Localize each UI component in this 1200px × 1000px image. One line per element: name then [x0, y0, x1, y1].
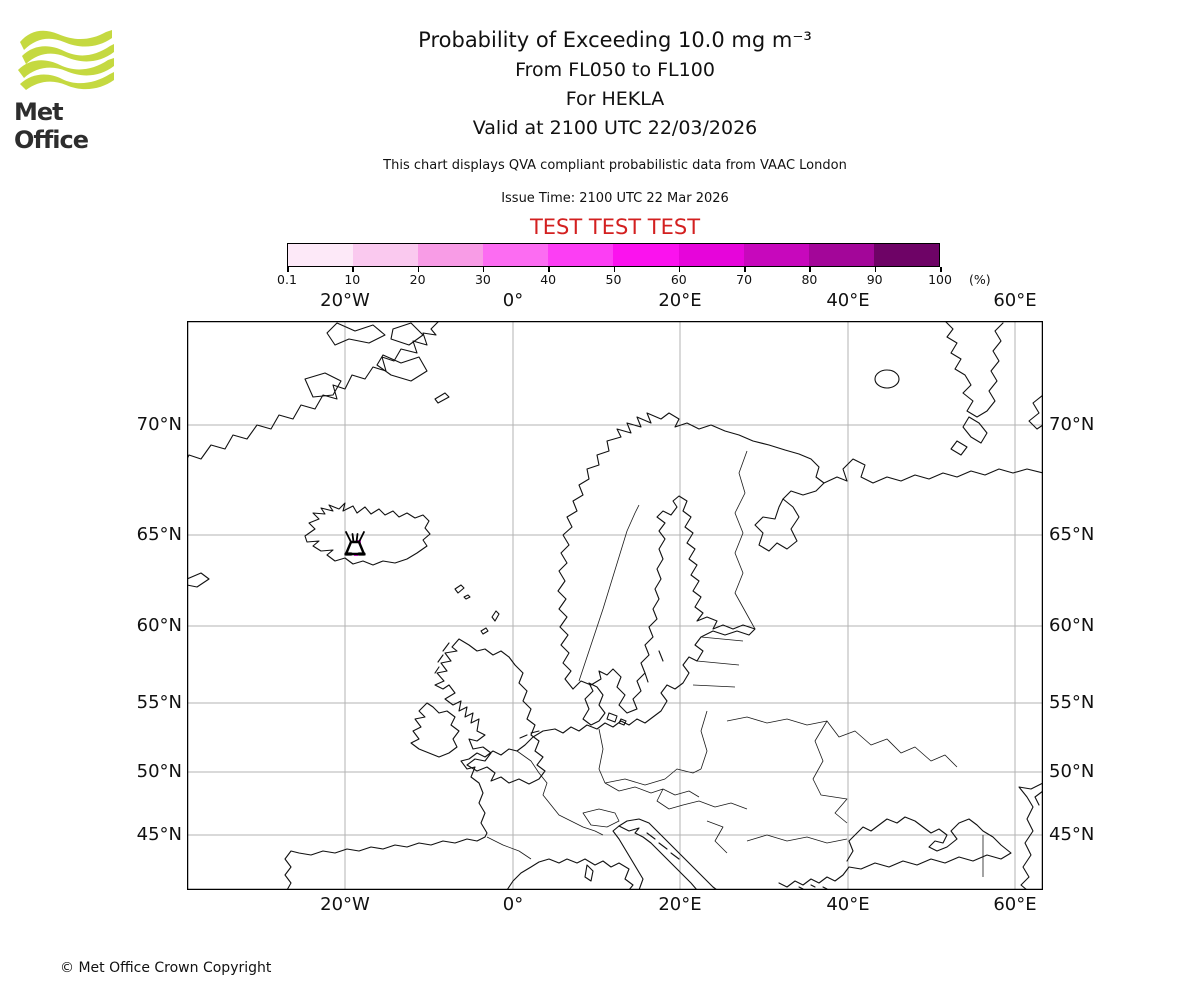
- colorbar-segment-2: [418, 244, 484, 266]
- colorbar-tick-6: [678, 267, 681, 272]
- lon-label-bottom-0: 0°: [502, 894, 524, 915]
- lat-label-left-55n: 55°N: [136, 692, 182, 713]
- colorbar-unit-label: (%): [969, 272, 991, 287]
- colorbar-tick-label-30: 30: [474, 272, 491, 287]
- lat-label-left-70n: 70°N: [136, 414, 182, 435]
- colorbar-tick-label-40: 40: [540, 272, 557, 287]
- colorbar-tick-label-100: 100: [928, 272, 952, 287]
- colorbar-tick-9: [874, 267, 877, 272]
- qva-disclaimer-text: This chart displays QVA compliant probab…: [383, 158, 847, 173]
- lat-label-right-65n: 65°N: [1049, 524, 1095, 545]
- colorbar-tick-labels: (%) 0.1 10 20 30 40 50 60 70 80 90 100: [277, 267, 991, 293]
- met-office-logo-text: Met Office: [14, 98, 89, 154]
- issue-time-text: Issue Time: 2100 UTC 22 Mar 2026: [501, 191, 729, 206]
- colorbar-tick-label-60: 60: [670, 272, 687, 287]
- lat-label-left-60n: 60°N: [136, 615, 182, 636]
- lon-label-bottom-20w: 20°W: [320, 894, 370, 915]
- colorbar-tick-label-50: 50: [605, 272, 622, 287]
- copyright-text: © Met Office Crown Copyright: [60, 960, 272, 976]
- colorbar-tick-label-80: 80: [801, 272, 818, 287]
- chart-subtitle-flight-levels: From FL050 to FL100: [515, 59, 715, 81]
- lat-label-right-60n: 60°N: [1049, 615, 1095, 636]
- lon-label-top-60e: 60°E: [993, 290, 1037, 311]
- colorbar-tick-7: [744, 267, 746, 272]
- colorbar-segment-4: [548, 244, 614, 266]
- lon-label-top-0: 0°: [502, 290, 524, 311]
- lon-label-bottom-40e: 40°E: [826, 894, 870, 915]
- lon-label-top-40e: 40°E: [826, 290, 870, 311]
- lat-label-left-65n: 65°N: [136, 524, 182, 545]
- colorbar-segment-7: [743, 244, 809, 266]
- lon-label-bottom-60e: 60°E: [993, 894, 1037, 915]
- europe-map: [187, 321, 1043, 890]
- graticule-grid: [187, 321, 1043, 890]
- colorbar-tick-label-0.1: 0.1: [277, 272, 297, 287]
- lat-label-right-70n: 70°N: [1049, 414, 1095, 435]
- chart-subtitle-volcano: For HEKLA: [565, 88, 665, 110]
- map-frame: [187, 321, 1043, 890]
- met-office-logo-waves: [18, 30, 114, 90]
- colorbar-tick-0: [287, 267, 289, 272]
- lat-label-right-50n: 50°N: [1049, 761, 1095, 782]
- met-office-logo: Met Office: [14, 26, 134, 154]
- lat-label-left-50n: 50°N: [136, 761, 182, 782]
- colorbar-tick-10: [940, 267, 942, 272]
- lat-label-left-45n: 45°N: [136, 824, 182, 845]
- colorbar-tick-label-70: 70: [736, 272, 753, 287]
- colorbar-segment-5: [613, 244, 679, 266]
- coastlines: [187, 321, 1043, 890]
- colorbar-tick-8: [809, 267, 811, 272]
- lon-label-top-20e: 20°E: [658, 290, 702, 311]
- lat-label-right-55n: 55°N: [1049, 692, 1095, 713]
- colorbar-tick-4: [548, 267, 550, 272]
- colorbar-tick-label-10: 10: [344, 272, 361, 287]
- volcano-marker: [344, 531, 366, 556]
- colorbar-tick-1: [352, 267, 354, 272]
- country-borders: [486, 450, 984, 877]
- colorbar-segment-0: [288, 244, 354, 266]
- lat-label-right-45n: 45°N: [1049, 824, 1095, 845]
- colorbar-tick-label-20: 20: [409, 272, 426, 287]
- colorbar-tick-2: [417, 267, 420, 272]
- colorbar-tick-label-90: 90: [866, 272, 883, 287]
- chart-title: Probability of Exceeding 10.0 mg m⁻³: [418, 28, 812, 52]
- map-panel: [187, 321, 1043, 890]
- colorbar-segment-3: [483, 244, 549, 266]
- colorbar-tick-5: [613, 267, 615, 272]
- colorbar-segment-1: [353, 244, 419, 266]
- colorbar-segment-8: [808, 244, 874, 266]
- test-status-banner: TEST TEST TEST: [529, 215, 701, 239]
- probability-colorbar: [287, 243, 940, 267]
- colorbar-segment-6: [678, 244, 744, 266]
- lon-label-bottom-20e: 20°E: [658, 894, 702, 915]
- colorbar-segment-9: [873, 244, 939, 266]
- lon-label-top-20w: 20°W: [320, 290, 370, 311]
- chart-subtitle-valid-time: Valid at 2100 UTC 22/03/2026: [472, 117, 758, 139]
- header-block: Probability of Exceeding 10.0 mg m⁻³ Fro…: [187, 28, 1043, 139]
- colorbar-tick-3: [482, 267, 485, 272]
